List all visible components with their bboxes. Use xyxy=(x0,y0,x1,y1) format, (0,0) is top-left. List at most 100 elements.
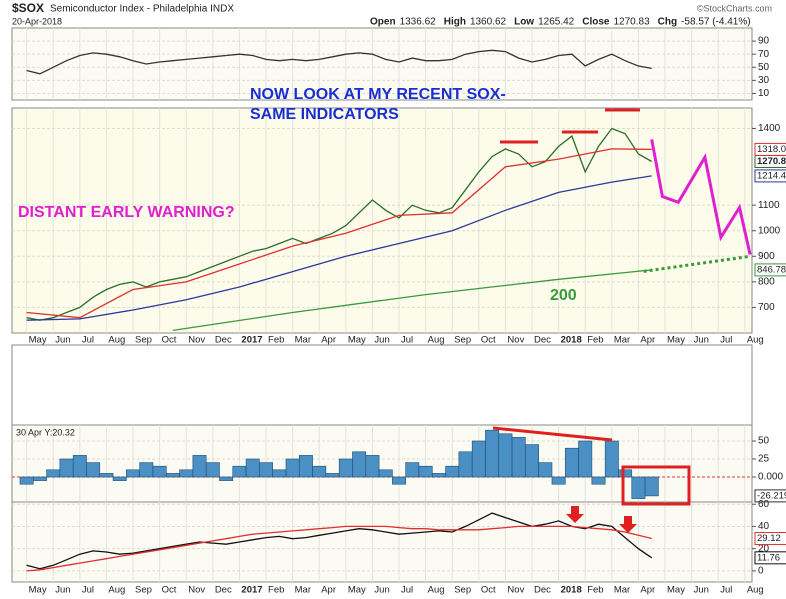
panel xyxy=(11,424,753,503)
x-tick-label: Jul xyxy=(82,335,94,346)
x-tick-label: Dec xyxy=(215,585,232,596)
x-tick-label: Aug xyxy=(747,585,764,596)
bar xyxy=(112,476,127,481)
x-tick-label: Oct xyxy=(162,585,177,596)
bar xyxy=(245,458,260,478)
bar xyxy=(165,473,180,478)
bar xyxy=(325,473,340,478)
bar xyxy=(551,476,566,485)
bar xyxy=(352,451,367,478)
y-tick-label: 1000 xyxy=(758,225,781,236)
bar xyxy=(538,462,553,478)
x-tick-label: Feb xyxy=(268,335,284,346)
bar xyxy=(126,469,140,478)
y-tick-label: 50 xyxy=(758,436,770,447)
panel-title: 30 Apr Y:20.32 xyxy=(16,427,75,437)
x-tick-label: Dec xyxy=(534,585,551,596)
bar xyxy=(458,451,473,478)
quote-value: 1360.62 xyxy=(470,17,507,28)
x-tick-label: Feb xyxy=(587,585,603,596)
y-tick-label: 70 xyxy=(758,49,770,60)
quote-label: Open xyxy=(370,17,396,28)
series-line xyxy=(26,148,652,319)
x-tick-label: 2018 xyxy=(561,585,582,596)
symbol: $SOX xyxy=(12,1,44,15)
x-tick-label: Oct xyxy=(162,335,177,346)
empty-panel xyxy=(11,344,753,426)
x-tick-label: Apr xyxy=(640,335,655,346)
x-tick-label: May xyxy=(667,335,685,346)
date: 20-Apr-2018 xyxy=(12,16,62,26)
x-tick-label: Oct xyxy=(481,335,496,346)
x-tick-label: 2017 xyxy=(241,585,262,596)
x-tick-label: Jul xyxy=(82,585,94,596)
quote-value: 1270.83 xyxy=(613,17,650,28)
quote-label: Chg xyxy=(658,17,677,28)
series-line xyxy=(26,49,652,75)
bar xyxy=(32,476,47,481)
x-tick-label: Jun xyxy=(55,335,70,346)
y-tick-label: 700 xyxy=(758,302,775,313)
bar xyxy=(431,473,446,478)
x-tick-label: May xyxy=(29,585,47,596)
bar xyxy=(152,465,167,478)
bar xyxy=(631,476,646,499)
x-tick-label: Aug xyxy=(747,335,764,346)
plot xyxy=(26,512,653,572)
x-tick-label: Mar xyxy=(295,335,311,346)
y-tick-label: 25 xyxy=(758,454,770,465)
panel xyxy=(11,501,753,583)
x-tick-label: Sep xyxy=(454,585,471,596)
y-tick-label: 1100 xyxy=(758,200,780,211)
x-tick-label: Nov xyxy=(507,335,524,346)
x-tick-label: May xyxy=(667,585,685,596)
end-label-box xyxy=(754,142,786,156)
bar xyxy=(192,455,207,478)
x-tick-label: Jun xyxy=(374,585,389,596)
end-label-box xyxy=(754,532,786,546)
x-tick-label: Mar xyxy=(614,585,630,596)
highlight-box xyxy=(621,465,691,506)
series-line xyxy=(172,269,652,332)
bar xyxy=(59,458,74,478)
x-tick-label: Jul xyxy=(401,335,413,346)
y-tick-label: 50 xyxy=(758,62,770,73)
series-line xyxy=(26,175,652,321)
x-tick-label: Jul xyxy=(401,585,413,596)
end-label-box xyxy=(754,489,786,503)
bar xyxy=(604,440,619,478)
y-tick-label: 900 xyxy=(758,251,775,262)
bar xyxy=(312,465,327,478)
bar xyxy=(259,462,273,478)
bar xyxy=(179,469,194,478)
divergence-line xyxy=(492,426,613,442)
end-label: 1318.0 xyxy=(757,144,786,155)
x-tick-label: Sep xyxy=(135,335,152,346)
x-tick-label: Jul xyxy=(720,335,732,346)
annotation: NOW LOOK AT MY RECENT SOX- xyxy=(250,86,506,103)
y-tick-label: 90 xyxy=(758,36,770,47)
panels: 10 30 50 70 90 700 800 900 1000 1100 1400 1270.8131… xyxy=(11,27,786,596)
x-tick-label: Sep xyxy=(135,585,152,596)
x-tick-label: Jun xyxy=(374,335,389,346)
series-line xyxy=(26,525,652,572)
bar xyxy=(285,458,300,478)
arrow xyxy=(566,506,584,523)
x-tick-label: Jun xyxy=(694,585,709,596)
x-tick-label: May xyxy=(29,335,47,346)
x-tick-label: Jun xyxy=(55,585,70,596)
bar xyxy=(72,455,87,478)
quote-label: Close xyxy=(582,17,610,28)
x-tick-label: 2018 xyxy=(561,335,582,346)
subtitle: Semiconductor Index - Philadelphia INDX xyxy=(50,4,234,15)
annotation: DISTANT EARLY WARNING? xyxy=(18,204,235,221)
x-tick-label: Aug xyxy=(428,335,445,346)
arrow xyxy=(619,516,637,533)
end-label-box xyxy=(754,169,786,183)
x-tick-label: Apr xyxy=(321,585,336,596)
bar xyxy=(511,437,526,478)
x-tick-label: Nov xyxy=(507,585,524,596)
bar xyxy=(139,462,154,478)
bar xyxy=(525,444,539,478)
